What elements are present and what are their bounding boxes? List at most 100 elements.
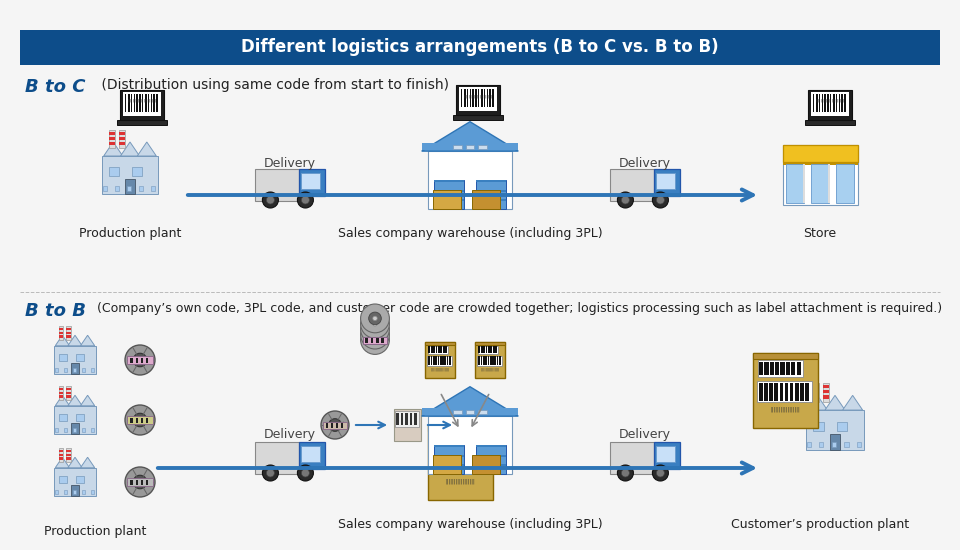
Circle shape	[361, 320, 390, 349]
FancyBboxPatch shape	[654, 169, 680, 196]
FancyBboxPatch shape	[433, 190, 461, 209]
FancyBboxPatch shape	[123, 92, 161, 116]
FancyBboxPatch shape	[443, 356, 444, 365]
Circle shape	[621, 196, 630, 204]
FancyBboxPatch shape	[428, 416, 512, 474]
Polygon shape	[421, 387, 518, 416]
FancyBboxPatch shape	[467, 433, 470, 447]
FancyBboxPatch shape	[119, 132, 125, 135]
Text: Delivery: Delivery	[264, 157, 316, 170]
FancyBboxPatch shape	[341, 423, 343, 428]
FancyBboxPatch shape	[830, 94, 831, 112]
FancyBboxPatch shape	[481, 89, 483, 107]
FancyBboxPatch shape	[119, 137, 125, 140]
Polygon shape	[56, 395, 69, 406]
FancyBboxPatch shape	[786, 163, 804, 202]
FancyBboxPatch shape	[141, 418, 143, 423]
Circle shape	[361, 315, 390, 344]
FancyBboxPatch shape	[857, 442, 861, 447]
FancyBboxPatch shape	[483, 356, 485, 365]
FancyBboxPatch shape	[71, 485, 79, 496]
FancyBboxPatch shape	[757, 360, 804, 377]
FancyBboxPatch shape	[454, 454, 458, 472]
Circle shape	[332, 422, 338, 427]
FancyBboxPatch shape	[63, 428, 67, 432]
FancyBboxPatch shape	[433, 432, 478, 448]
FancyBboxPatch shape	[410, 413, 413, 426]
FancyBboxPatch shape	[467, 89, 468, 107]
FancyBboxPatch shape	[91, 428, 94, 432]
FancyBboxPatch shape	[828, 163, 830, 202]
Circle shape	[361, 310, 390, 338]
FancyBboxPatch shape	[66, 326, 71, 340]
FancyBboxPatch shape	[145, 94, 147, 112]
FancyBboxPatch shape	[450, 433, 454, 447]
FancyBboxPatch shape	[428, 346, 448, 354]
FancyBboxPatch shape	[54, 468, 96, 496]
FancyBboxPatch shape	[464, 89, 466, 107]
FancyBboxPatch shape	[443, 346, 444, 353]
FancyBboxPatch shape	[431, 356, 432, 365]
FancyBboxPatch shape	[775, 361, 780, 375]
FancyBboxPatch shape	[119, 130, 125, 148]
FancyBboxPatch shape	[434, 190, 464, 192]
Circle shape	[372, 322, 377, 326]
FancyBboxPatch shape	[146, 358, 148, 363]
FancyBboxPatch shape	[812, 383, 819, 402]
FancyBboxPatch shape	[795, 382, 799, 400]
Circle shape	[621, 469, 630, 477]
FancyBboxPatch shape	[823, 383, 829, 402]
FancyBboxPatch shape	[481, 346, 483, 353]
FancyBboxPatch shape	[439, 454, 443, 472]
FancyBboxPatch shape	[400, 413, 403, 426]
FancyBboxPatch shape	[440, 356, 442, 365]
FancyBboxPatch shape	[363, 337, 387, 344]
FancyBboxPatch shape	[434, 454, 438, 472]
FancyBboxPatch shape	[66, 328, 71, 330]
FancyBboxPatch shape	[66, 395, 71, 398]
Circle shape	[125, 467, 155, 497]
FancyBboxPatch shape	[805, 120, 855, 125]
FancyBboxPatch shape	[66, 388, 71, 390]
FancyBboxPatch shape	[764, 361, 769, 375]
Polygon shape	[68, 457, 83, 467]
FancyBboxPatch shape	[433, 356, 435, 365]
FancyBboxPatch shape	[55, 428, 58, 432]
FancyBboxPatch shape	[131, 480, 132, 485]
FancyBboxPatch shape	[488, 346, 490, 353]
FancyBboxPatch shape	[66, 457, 71, 459]
FancyBboxPatch shape	[120, 90, 164, 120]
FancyBboxPatch shape	[427, 425, 492, 431]
FancyBboxPatch shape	[823, 395, 829, 399]
FancyBboxPatch shape	[492, 89, 493, 107]
FancyBboxPatch shape	[66, 454, 71, 456]
FancyBboxPatch shape	[455, 433, 460, 447]
FancyBboxPatch shape	[499, 356, 501, 365]
FancyBboxPatch shape	[786, 361, 790, 375]
Text: |||||||||||||||||: |||||||||||||||||	[480, 368, 499, 372]
FancyBboxPatch shape	[472, 89, 474, 107]
FancyBboxPatch shape	[59, 326, 63, 340]
FancyBboxPatch shape	[759, 361, 763, 375]
FancyBboxPatch shape	[475, 342, 505, 345]
Circle shape	[617, 192, 634, 208]
FancyBboxPatch shape	[813, 94, 814, 112]
FancyBboxPatch shape	[59, 332, 63, 334]
FancyBboxPatch shape	[135, 418, 137, 423]
FancyBboxPatch shape	[833, 94, 835, 112]
FancyBboxPatch shape	[440, 433, 444, 447]
FancyBboxPatch shape	[488, 356, 490, 365]
FancyBboxPatch shape	[459, 87, 497, 111]
FancyBboxPatch shape	[434, 180, 464, 209]
Polygon shape	[825, 395, 845, 410]
FancyBboxPatch shape	[381, 338, 384, 343]
FancyBboxPatch shape	[434, 455, 464, 456]
FancyBboxPatch shape	[805, 410, 864, 450]
FancyBboxPatch shape	[91, 490, 94, 494]
FancyBboxPatch shape	[780, 361, 784, 375]
FancyBboxPatch shape	[59, 448, 63, 462]
Circle shape	[369, 328, 381, 341]
Polygon shape	[68, 395, 83, 406]
Polygon shape	[56, 336, 69, 346]
FancyBboxPatch shape	[146, 418, 148, 423]
